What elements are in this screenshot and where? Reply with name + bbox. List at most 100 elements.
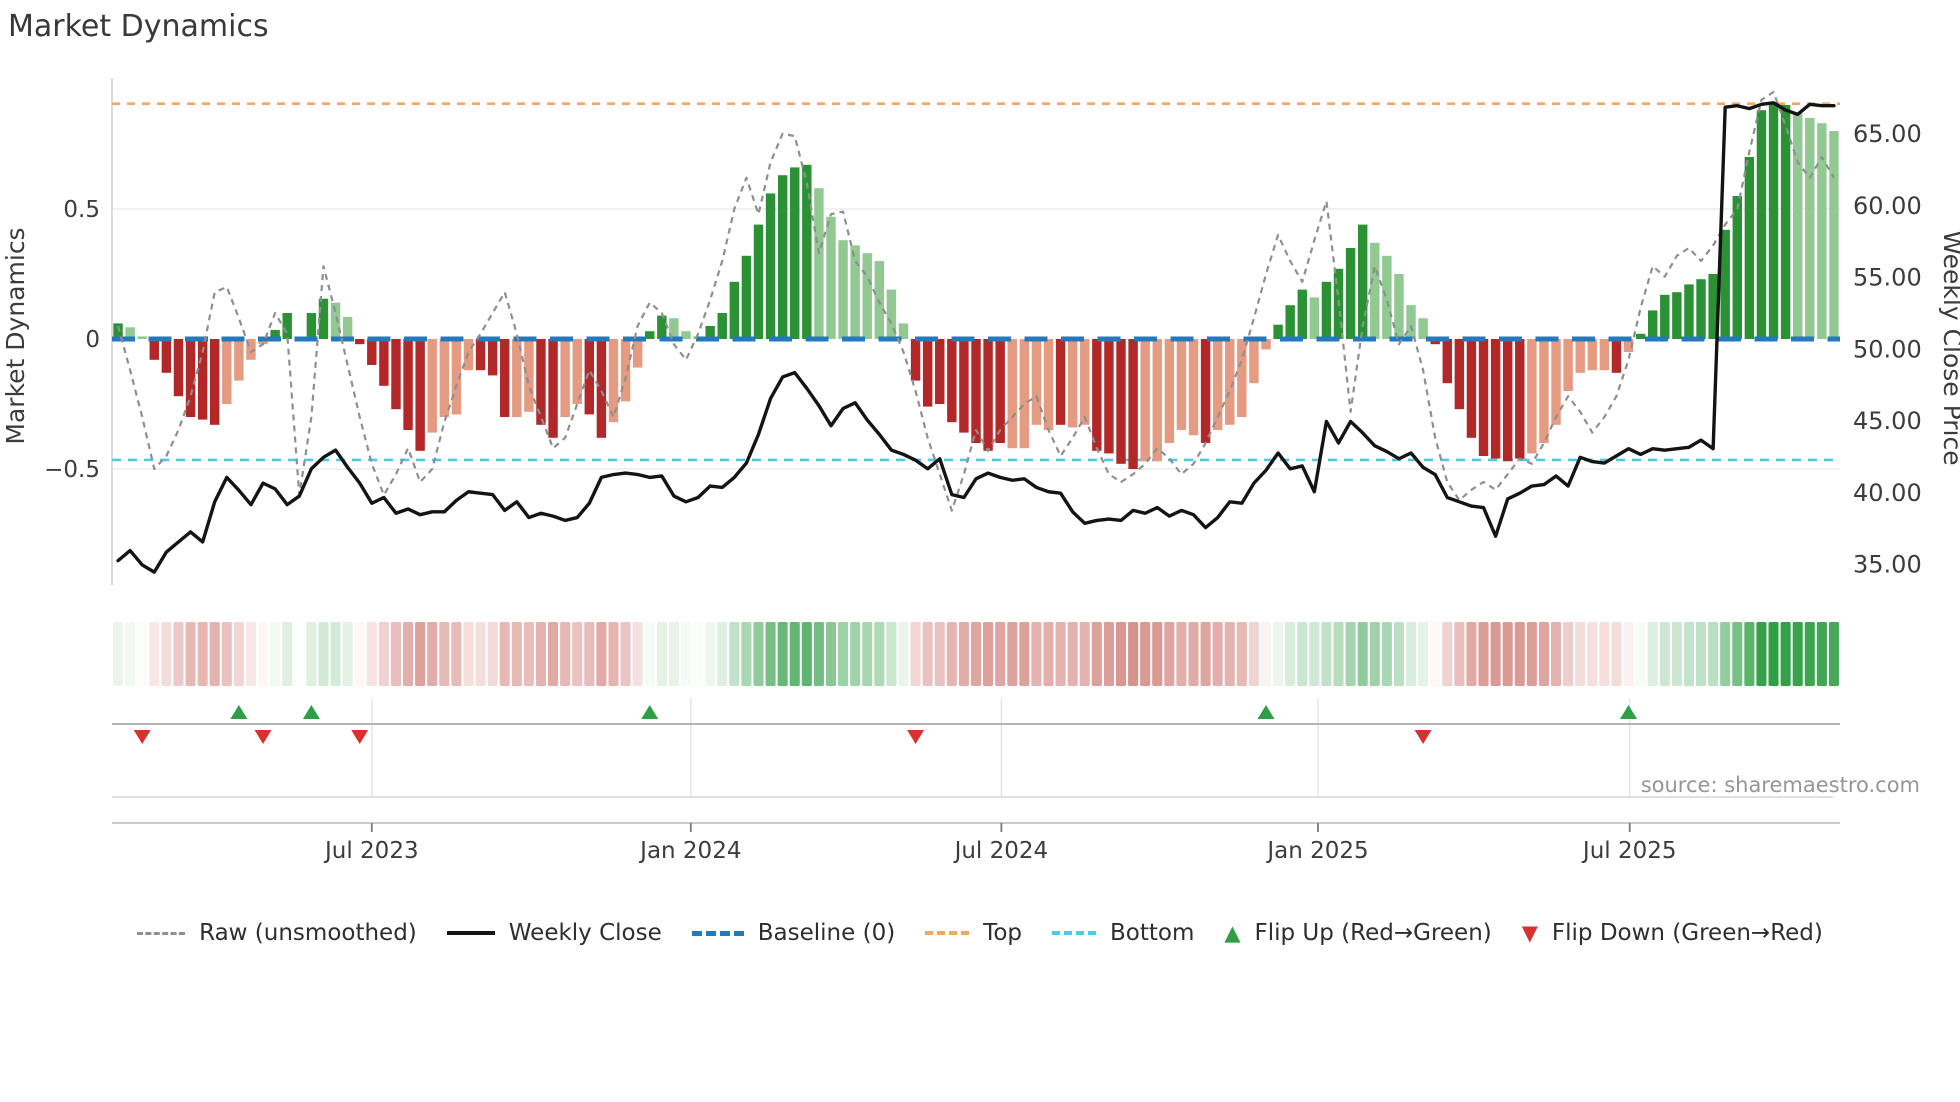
heatmap-cell xyxy=(427,622,438,686)
heatmap-cell xyxy=(1031,622,1042,686)
heatmap-cell xyxy=(1212,622,1223,686)
heatmap-cell xyxy=(1720,622,1731,686)
osc-bar xyxy=(330,302,341,339)
heatmap-cell xyxy=(475,622,486,686)
legend-label-bottom: Bottom xyxy=(1109,920,1195,946)
osc-bar xyxy=(1563,339,1573,391)
osc-bar xyxy=(1092,339,1102,451)
heatmap-cell xyxy=(221,622,232,686)
osc-bar xyxy=(1406,305,1416,339)
flip-up-marker-icon xyxy=(302,705,320,719)
x-tick-label: Jul 2023 xyxy=(323,838,419,864)
osc-bar xyxy=(608,339,619,423)
osc-bar xyxy=(306,313,317,339)
osc-bar xyxy=(1623,339,1634,352)
osc-bar xyxy=(1756,110,1767,339)
heatmap-cell xyxy=(765,622,776,686)
osc-bar xyxy=(1466,339,1477,438)
heatmap-cell xyxy=(1442,622,1453,686)
legend-label-flip-down: Flip Down (Green→Red) xyxy=(1551,920,1823,946)
y-left-tick-label: 0.5 xyxy=(63,197,100,223)
heatmap-cell xyxy=(1599,622,1610,686)
heatmap-cell xyxy=(729,622,740,686)
osc-bar xyxy=(1200,339,1211,443)
osc-bar xyxy=(149,339,160,360)
osc-bar xyxy=(487,339,498,376)
legend-item-bottom: Bottom xyxy=(1051,920,1195,946)
osc-bar xyxy=(729,281,740,339)
heatmap-cell xyxy=(922,622,933,686)
flip-down-marker-icon xyxy=(254,730,272,744)
osc-bar xyxy=(838,240,848,339)
heatmap-cell xyxy=(487,622,498,686)
heatmap-cell xyxy=(886,622,897,686)
osc-bar xyxy=(270,329,280,339)
heatmap-cell xyxy=(958,622,969,686)
legend-label-baseline: Baseline (0) xyxy=(757,920,896,946)
osc-bar xyxy=(1140,339,1150,462)
heatmap-cell xyxy=(1478,622,1489,686)
heatmap-cell xyxy=(1804,622,1815,686)
osc-bar xyxy=(1345,248,1356,339)
heatmap-cell xyxy=(1514,622,1525,686)
flip-up-marker-icon xyxy=(641,705,659,719)
osc-bar xyxy=(1357,224,1368,339)
osc-bar xyxy=(959,339,969,433)
osc-bar xyxy=(1225,339,1235,425)
osc-bar xyxy=(741,255,752,339)
heatmap-cell xyxy=(1623,622,1634,686)
osc-bar xyxy=(1430,339,1440,345)
osc-bar xyxy=(886,289,897,339)
heatmap-cell xyxy=(825,622,837,686)
flip-marker-band xyxy=(112,698,1840,797)
heatmap-cell xyxy=(1671,622,1682,686)
heatmap-cell xyxy=(1043,622,1054,686)
heatmap-cell xyxy=(233,622,244,686)
osc-bar xyxy=(802,164,812,339)
heatmap-cell xyxy=(125,622,136,686)
heatmap-cell xyxy=(1260,622,1272,686)
heatmap-cell xyxy=(1019,622,1030,686)
heatmap-cell xyxy=(342,622,353,686)
osc-bar xyxy=(222,339,232,404)
heatmap-cell xyxy=(1273,622,1284,686)
osc-bar xyxy=(1212,339,1223,430)
osc-bar xyxy=(910,339,921,381)
heatmap-cell xyxy=(1176,622,1187,686)
osc-bar xyxy=(379,339,389,386)
osc-bar xyxy=(282,313,292,339)
osc-bar xyxy=(1309,297,1320,339)
heatmap-cell xyxy=(680,622,692,686)
osc-bar xyxy=(717,313,727,339)
heatmap-cell xyxy=(1526,622,1537,686)
heatmap-cell xyxy=(1490,622,1501,686)
heatmap-cell xyxy=(1780,622,1791,686)
heatmap-cell xyxy=(1418,622,1429,686)
heatmap-cell xyxy=(318,622,329,686)
osc-bar xyxy=(1708,274,1718,339)
osc-bar xyxy=(1128,339,1138,469)
osc-bar xyxy=(1515,339,1525,459)
osc-bar xyxy=(1792,112,1803,339)
heatmap-cell xyxy=(560,622,571,686)
osc-bar xyxy=(596,339,607,438)
heatmap-cell xyxy=(1405,622,1417,686)
heatmap-cell xyxy=(1164,622,1175,686)
osc-bar xyxy=(246,339,256,360)
osc-bar xyxy=(1732,196,1742,339)
legend-label-raw: Raw (unsmoothed) xyxy=(199,920,417,946)
heatmap-cell xyxy=(1140,622,1151,686)
heatmap-cell xyxy=(1248,622,1259,686)
osc-bar xyxy=(1067,339,1078,428)
osc-bar xyxy=(161,339,172,373)
heatmap-cell xyxy=(813,622,824,686)
legend-label-weekly-close: Weekly Close xyxy=(508,920,662,946)
osc-bar xyxy=(1152,339,1162,462)
heatmap-cell xyxy=(1381,622,1392,686)
heatmap-cell xyxy=(1055,622,1066,686)
osc-bar xyxy=(1539,339,1549,443)
osc-bar xyxy=(1080,339,1090,425)
osc-bar xyxy=(1442,339,1452,384)
y-right-tick-label: 40.00 xyxy=(1853,479,1922,507)
source-credit: source: sharemaestro.com xyxy=(1641,773,1920,797)
